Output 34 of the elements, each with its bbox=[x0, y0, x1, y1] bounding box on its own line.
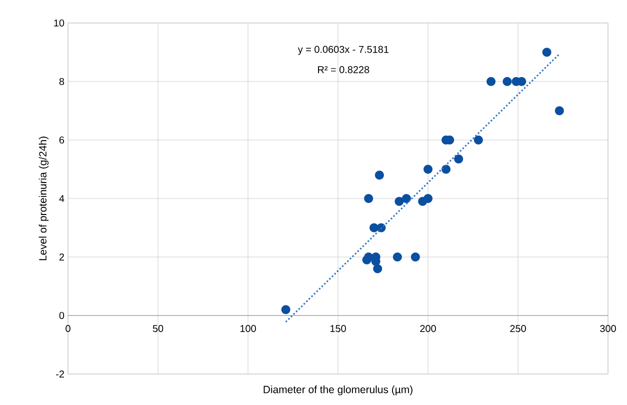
point bbox=[281, 305, 290, 314]
point bbox=[486, 77, 496, 86]
point bbox=[402, 194, 411, 203]
y-tick-label: 10 bbox=[54, 19, 64, 27]
x-tick-label: 200 bbox=[420, 325, 436, 332]
point bbox=[392, 252, 402, 262]
x-tick-label: 0 bbox=[66, 325, 70, 332]
y-tick-label: 6 bbox=[59, 136, 64, 144]
y-tick-label: 8 bbox=[59, 78, 64, 86]
y-tick-label: 2 bbox=[59, 254, 64, 260]
x-tick-label: 150 bbox=[330, 325, 346, 332]
point bbox=[424, 164, 433, 174]
point bbox=[554, 106, 564, 116]
point bbox=[474, 136, 483, 144]
y-axis-title: Level of proteinuria (g/24h) bbox=[38, 136, 49, 260]
point bbox=[542, 48, 552, 57]
y-tick-label: -2 bbox=[56, 370, 64, 378]
annotation: R² = 0.8228 bbox=[318, 66, 370, 74]
point bbox=[364, 194, 374, 203]
x-tick-label: 250 bbox=[510, 325, 526, 332]
x-tick-label: 100 bbox=[240, 325, 256, 332]
point bbox=[454, 154, 464, 164]
point bbox=[394, 196, 404, 206]
x-tick-label: 50 bbox=[152, 325, 164, 332]
y-tick-label: 0 bbox=[59, 312, 64, 320]
x-tick-label: 300 bbox=[600, 325, 616, 332]
x-axis-title: Diameter of the glomerulus (µm) bbox=[264, 386, 412, 396]
y-tick-label: 4 bbox=[59, 195, 64, 202]
point bbox=[410, 252, 420, 262]
annotation: y = 0.0603x - 7.5181 bbox=[298, 46, 388, 55]
point bbox=[374, 170, 384, 180]
point bbox=[502, 77, 512, 86]
point bbox=[373, 264, 382, 274]
point bbox=[424, 194, 433, 203]
